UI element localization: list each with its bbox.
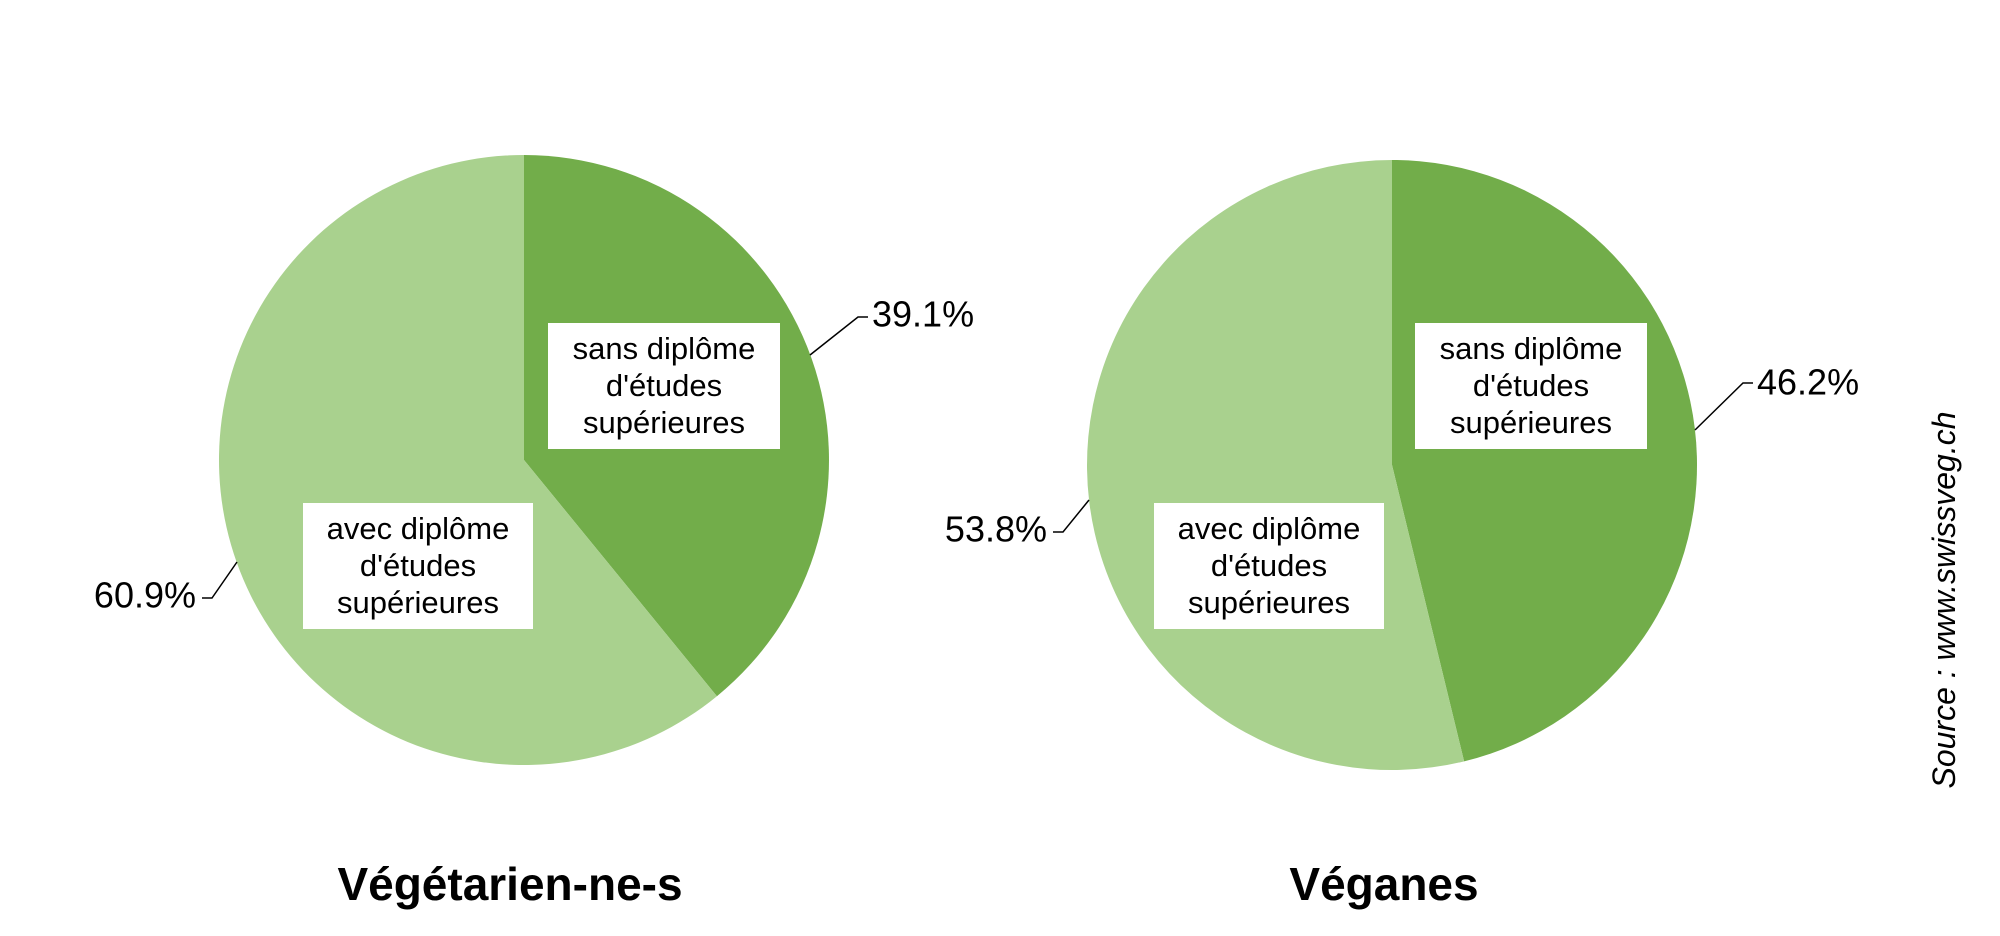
percent-label: 60.9% xyxy=(94,575,196,616)
slice-label-line: d'études xyxy=(606,368,722,403)
pie-chart-vegetariens: 39.1%60.9%sans diplômed'étudessupérieure… xyxy=(94,154,974,765)
chart-title-veganes: Véganes xyxy=(1289,858,1478,910)
leader-line xyxy=(1053,499,1090,533)
slice-label-line: supérieures xyxy=(337,585,499,620)
slice-label-line: sans diplôme xyxy=(573,331,756,366)
slice-label-line: supérieures xyxy=(1450,405,1612,440)
slice-label-line: supérieures xyxy=(583,405,745,440)
slice-label-line: d'études xyxy=(1473,368,1589,403)
chart-title-vegetariens: Végétarien-ne-s xyxy=(337,858,682,910)
slice-label-box xyxy=(548,323,780,449)
slice-label-line: sans diplôme xyxy=(1440,331,1623,366)
slice-label-line: d'études xyxy=(1211,548,1327,583)
slice-label-line: avec diplôme xyxy=(327,511,510,546)
leader-line xyxy=(1694,382,1753,431)
percent-label: 53.8% xyxy=(945,509,1047,550)
slice-label-box xyxy=(1154,503,1384,629)
percent-label: 46.2% xyxy=(1757,362,1859,403)
percent-label: 39.1% xyxy=(872,294,974,335)
source-credit: Source : www.swissveg.ch xyxy=(1926,411,1962,788)
leader-line xyxy=(202,561,238,599)
slice-label-line: d'études xyxy=(360,548,476,583)
slice-label-box xyxy=(1415,323,1647,449)
pie-chart-veganes: 46.2%53.8%sans diplômed'étudessupérieure… xyxy=(945,160,1859,770)
leader-line xyxy=(809,316,868,356)
slice-label-line: avec diplôme xyxy=(1178,511,1361,546)
slice-label-box xyxy=(303,503,533,629)
pie-slice-sans xyxy=(1392,160,1698,762)
slice-label-line: supérieures xyxy=(1188,585,1350,620)
